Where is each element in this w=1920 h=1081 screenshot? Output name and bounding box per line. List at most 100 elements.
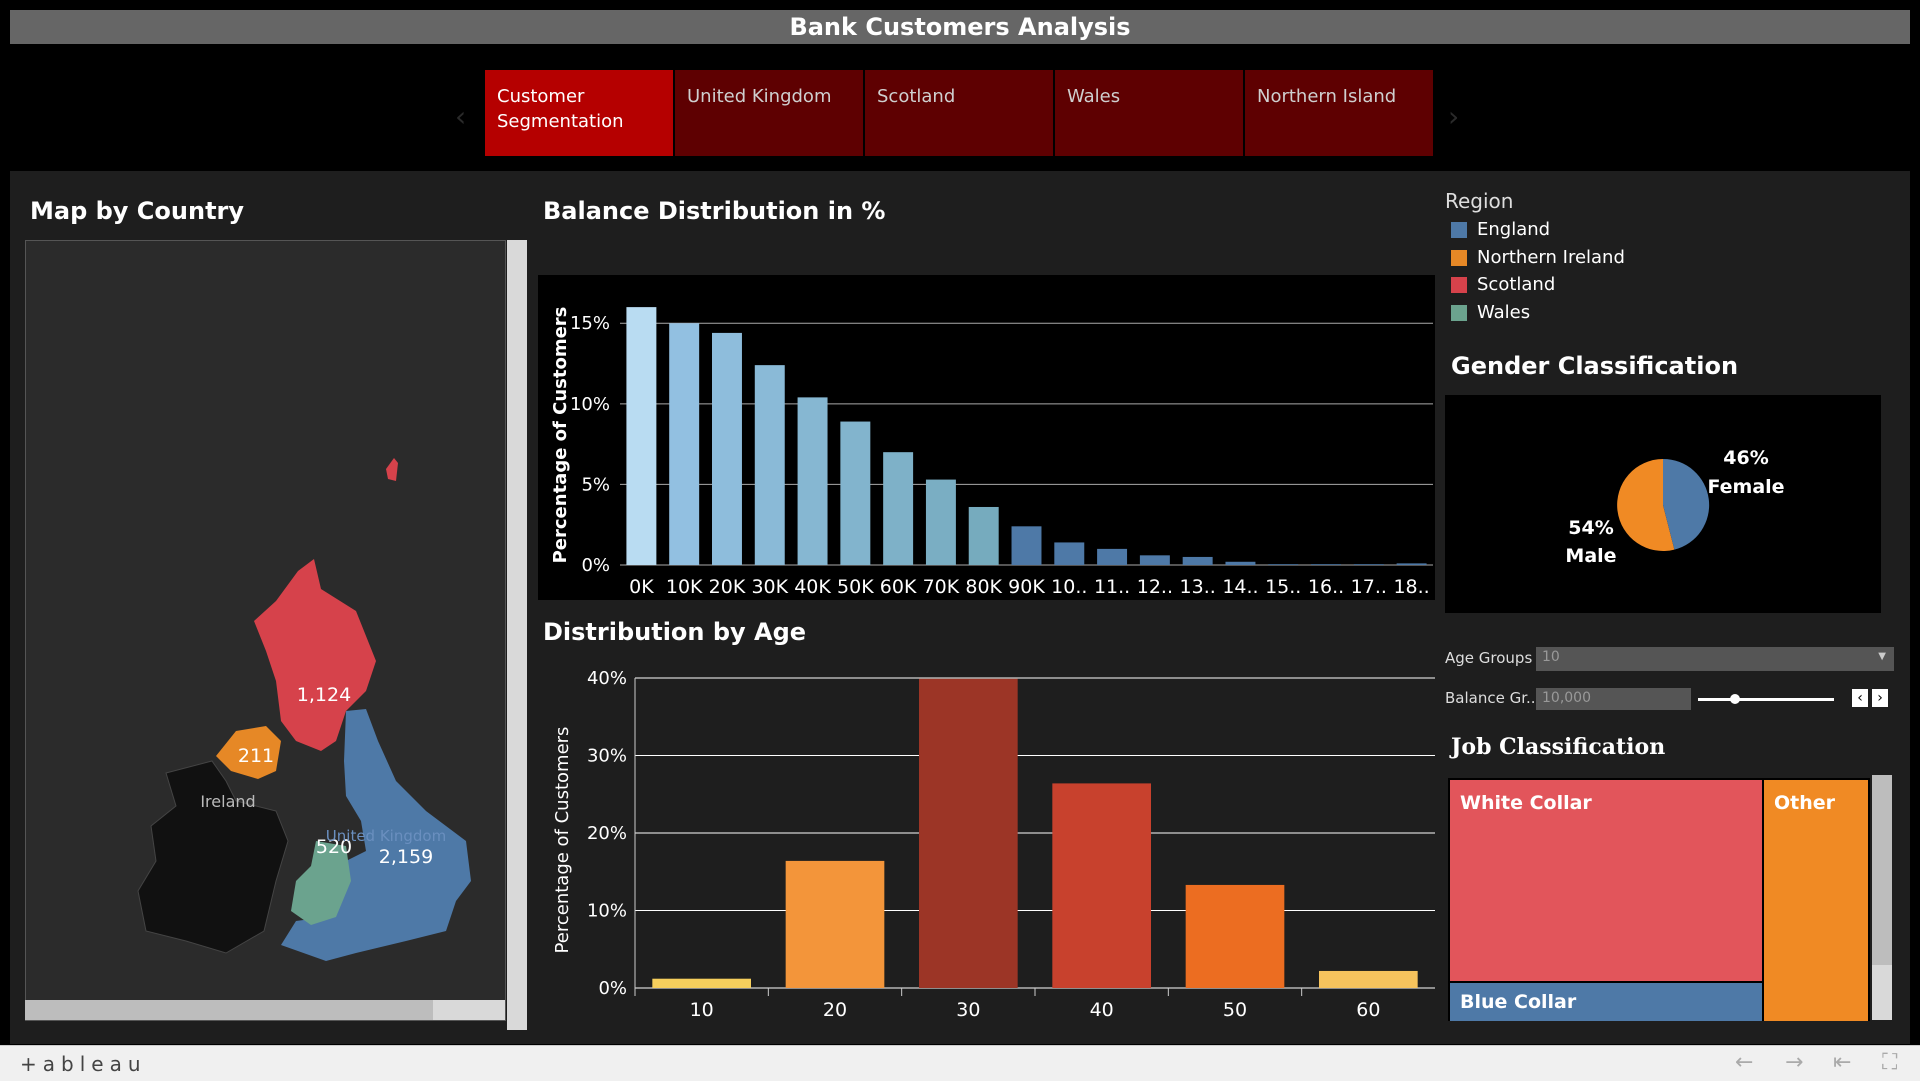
balance-bar[interactable]: [840, 421, 871, 565]
age-x-tick: 60: [1356, 999, 1380, 1021]
balance-chart-panel: Percentage of Customers 0% 5% 10% 15% 0K 10K 2…: [538, 275, 1435, 600]
balance-bar[interactable]: [669, 323, 700, 565]
balance-bar[interactable]: [1139, 555, 1170, 565]
ireland-shape: [137, 760, 289, 954]
balance-bar[interactable]: [1097, 548, 1128, 565]
balance-y-tick: 10%: [570, 394, 610, 415]
tab-scotland[interactable]: Scotland: [865, 70, 1053, 156]
balance-x-tick: 60K: [880, 576, 917, 598]
map-vertical-scrollbar[interactable]: [507, 240, 527, 1030]
age-x-tick: 10: [690, 999, 714, 1021]
balance-bar[interactable]: [797, 397, 828, 565]
treemap-cell-blue-collar[interactable]: Blue Collar: [1450, 983, 1762, 1021]
balance-group-input[interactable]: 10,000: [1536, 688, 1691, 710]
balance-bar[interactable]: [968, 506, 999, 565]
balance-bar[interactable]: [754, 365, 785, 565]
balance-bar[interactable]: [1311, 564, 1342, 565]
age-x-tick: 30: [956, 999, 980, 1021]
age-bar[interactable]: [652, 978, 751, 988]
fullscreen-icon[interactable]: ⛶: [1882, 1050, 1898, 1075]
balance-bar[interactable]: [711, 332, 742, 565]
age-y-tick: 10%: [587, 901, 627, 922]
age-y-tick: 0%: [598, 978, 627, 999]
pie-slice-male[interactable]: [1617, 459, 1675, 551]
pie-male-label: Male: [1565, 545, 1616, 567]
balance-bar[interactable]: [1054, 542, 1085, 565]
gender-panel: 46% Female 54% Male: [1445, 395, 1881, 613]
balance-slider[interactable]: [1698, 694, 1834, 704]
balance-x-tick: 18..: [1393, 576, 1429, 598]
treemap-label: Blue Collar: [1460, 991, 1577, 1013]
balance-x-tick: 14..: [1222, 576, 1258, 598]
balance-bar[interactable]: [883, 452, 914, 565]
country-map[interactable]: 1,124 211 Ireland 520 United Kingdom 2,1…: [25, 240, 506, 1021]
treemap-label: Other: [1774, 792, 1836, 814]
tab-prev-arrow-icon[interactable]: ‹: [455, 100, 467, 133]
balance-bar[interactable]: [1225, 561, 1256, 565]
balance-x-tick: 15..: [1265, 576, 1301, 598]
undo-icon[interactable]: ←: [1735, 1050, 1754, 1075]
age-bar[interactable]: [1185, 884, 1285, 988]
balance-x-tick: 70K: [923, 576, 960, 598]
age-groups-dropdown[interactable]: 10 ▼: [1536, 647, 1894, 671]
balance-x-tick: 10..: [1051, 576, 1087, 598]
balance-slider-handle[interactable]: [1730, 694, 1740, 704]
treemap-cell-other[interactable]: Other: [1764, 780, 1868, 1021]
treemap-scrollbar[interactable]: [1872, 775, 1892, 1020]
balance-bar[interactable]: [1353, 564, 1384, 565]
legend-item-northern-ireland[interactable]: Northern Ireland: [1451, 247, 1625, 268]
balance-bar[interactable]: [1268, 564, 1299, 565]
chevron-left-icon[interactable]: ‹: [1852, 689, 1868, 707]
map-label-scotland: 1,124: [297, 684, 351, 706]
balance-x-tick: 10K: [666, 576, 703, 598]
pie-slice-female[interactable]: [1663, 458, 1710, 550]
legend-label: Wales: [1477, 302, 1531, 323]
revert-icon[interactable]: ⇤: [1833, 1050, 1852, 1075]
age-bar[interactable]: [1052, 783, 1151, 988]
tableau-logo[interactable]: +ableau: [20, 1052, 147, 1076]
legend-label: Northern Ireland: [1477, 247, 1625, 268]
legend-swatch: [1451, 276, 1467, 293]
region-legend-title: Region: [1445, 189, 1514, 213]
treemap-cell-white-collar[interactable]: White Collar: [1450, 780, 1762, 981]
legend-swatch: [1451, 304, 1467, 321]
age-chart-title: Distribution by Age: [543, 618, 807, 646]
pie-male-pct: 54%: [1568, 517, 1613, 539]
balance-bar[interactable]: [925, 479, 956, 565]
gender-pie-chart: 46% Female 54% Male: [1565, 447, 1784, 567]
tab-wales[interactable]: Wales: [1055, 70, 1243, 156]
northern-ireland-shape: [216, 726, 281, 779]
balance-y-tick: 0%: [581, 555, 610, 576]
balance-bar[interactable]: [1182, 556, 1213, 565]
treemap-scroll-thumb[interactable]: [1872, 775, 1892, 965]
balance-bar[interactable]: [626, 307, 657, 565]
age-x-tick: 50: [1223, 999, 1247, 1021]
balance-x-tick: 90K: [1008, 576, 1045, 598]
age-x-tick: 20: [823, 999, 847, 1021]
chevron-right-icon[interactable]: ›: [1872, 689, 1888, 707]
redo-icon[interactable]: →: [1785, 1050, 1804, 1075]
balance-x-tick: 16..: [1308, 576, 1344, 598]
legend-item-scotland[interactable]: Scotland: [1451, 274, 1555, 295]
tab-northern-island[interactable]: Northern Island: [1245, 70, 1433, 156]
balance-x-tick: 50K: [837, 576, 874, 598]
map-title: Map by Country: [30, 197, 245, 225]
age-bar[interactable]: [1319, 970, 1418, 988]
map-scroll-thumb[interactable]: [25, 1000, 433, 1020]
age-groups-value: 10: [1542, 649, 1560, 665]
age-x-tick: 40: [1090, 999, 1114, 1021]
legend-item-england[interactable]: England: [1451, 219, 1550, 240]
map-label-england: 2,159: [379, 846, 433, 868]
map-label-northern-ireland: 211: [238, 745, 274, 767]
balance-bar[interactable]: [1396, 563, 1427, 565]
age-bar[interactable]: [785, 860, 885, 988]
map-horizontal-scrollbar[interactable]: [25, 1000, 505, 1020]
tab-united-kingdom[interactable]: United Kingdom: [675, 70, 863, 156]
balance-x-tick: 40K: [794, 576, 831, 598]
tab-next-arrow-icon[interactable]: ›: [1448, 100, 1460, 133]
balance-bar[interactable]: [1011, 526, 1042, 565]
gender-title: Gender Classification: [1451, 352, 1739, 380]
legend-item-wales[interactable]: Wales: [1451, 302, 1530, 323]
age-bar[interactable]: [919, 678, 1018, 988]
tab-customer-segmentation[interactable]: Customer Segmentation: [485, 70, 673, 156]
